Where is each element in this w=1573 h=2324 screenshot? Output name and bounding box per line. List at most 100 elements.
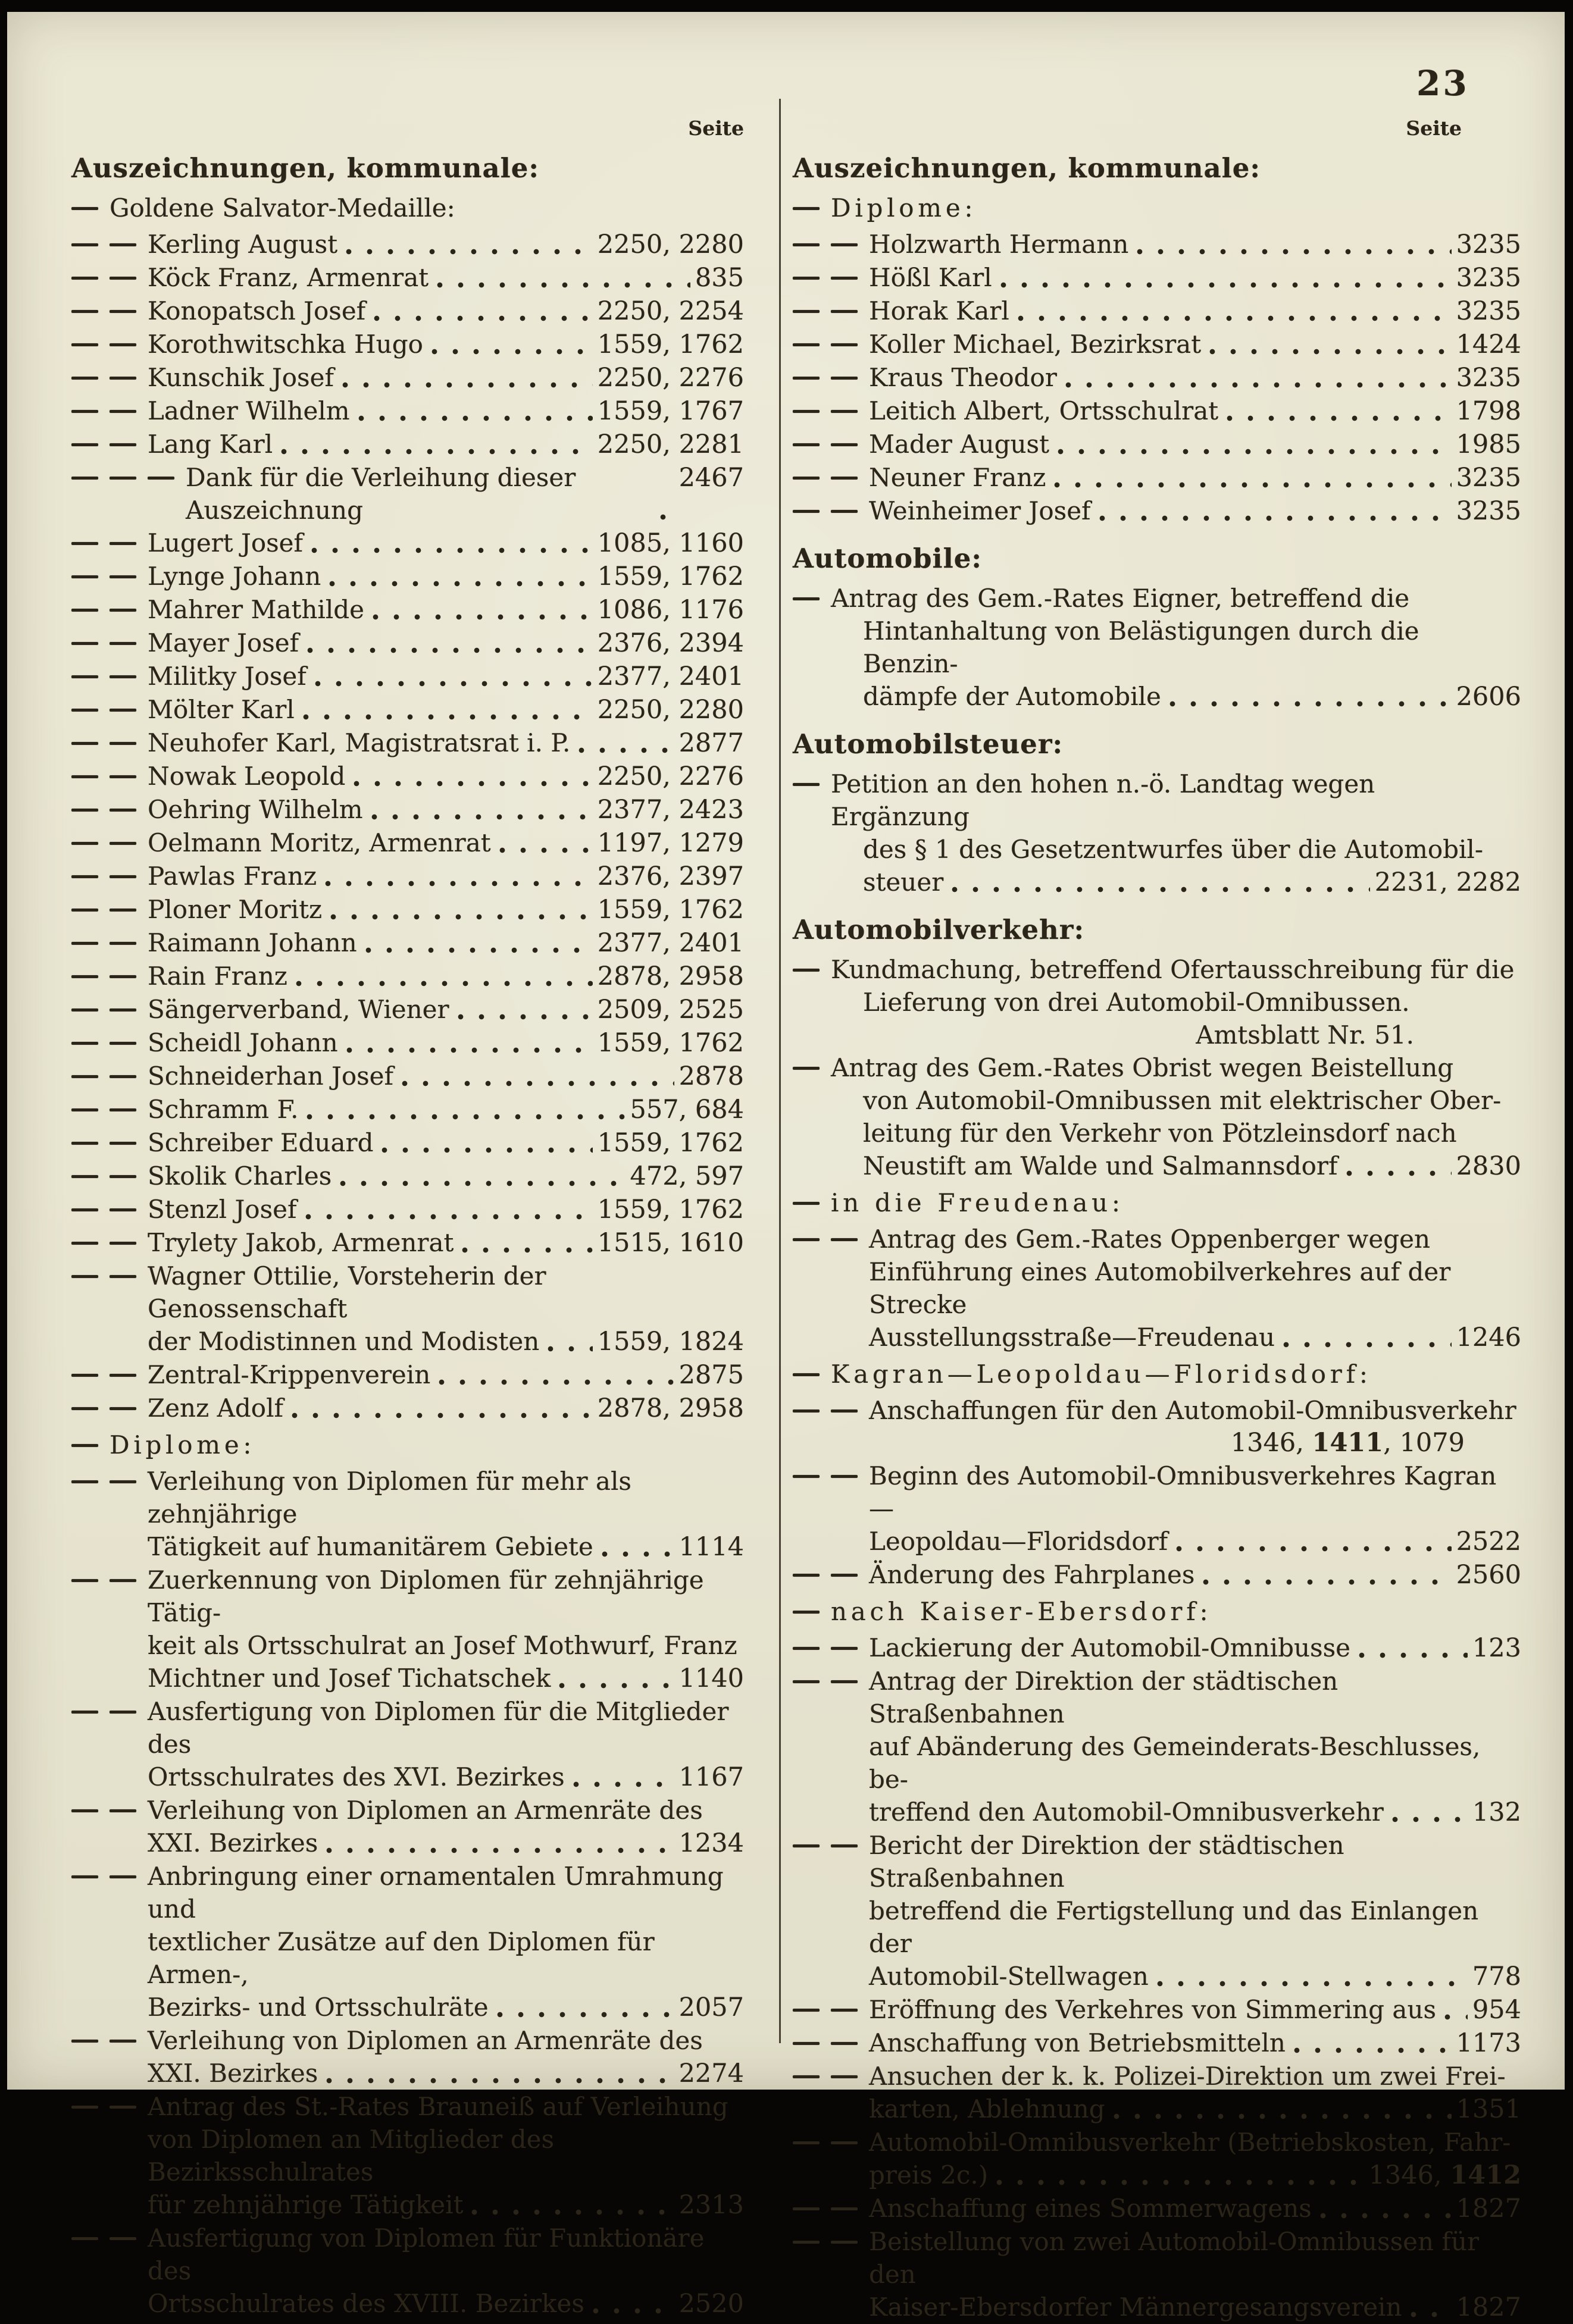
page-numbers: 2606: [1456, 682, 1521, 712]
dash-marker: [71, 1465, 110, 1483]
toc-entry: Skolik Charles 472, 597: [71, 1160, 744, 1193]
dash-marker: [831, 1223, 869, 1241]
dash-marker: [793, 1186, 831, 1205]
dash-marker: [71, 295, 110, 313]
toc-entry: Beginn des Automobil-Omnibusverkehres Ka…: [793, 1459, 1521, 1558]
dot-leader: [499, 847, 593, 854]
entry-text: Oehring Wilhelm: [148, 795, 363, 824]
entry-text: Koller Michael, Bezirksrat: [869, 330, 1202, 359]
entry-text: Antrag des St.-Rates Brauneiß auf Verlei…: [148, 2092, 728, 2121]
dot-leader: [374, 315, 593, 322]
toc-entry-line: karten, Ablehnung 1351: [869, 2093, 1521, 2126]
page-numbers: 1197, 1279: [597, 828, 744, 858]
dash-marker: [793, 582, 831, 600]
dot-leader: [578, 747, 674, 754]
entry-text: Anschaffung eines Sommerwagens: [869, 2194, 1312, 2223]
toc-entry-line: Rain Franz 2878, 2958: [71, 960, 744, 993]
entry-text: Mahrer Mathilde: [148, 595, 365, 624]
toc-entry: Kerling August 2250, 2280: [71, 228, 744, 261]
dot-leader: [952, 886, 1370, 894]
toc-entry: Lugert Josef 1085, 1160: [71, 527, 744, 560]
dash-marker: [831, 1631, 869, 1650]
dash-marker: [110, 993, 148, 1011]
page-numbers: 2377, 2423: [597, 795, 744, 825]
toc-entry-line: Raimann Johann 2377, 2401: [71, 926, 744, 960]
page-numbers: 2522: [1456, 1527, 1521, 1556]
dash-marker: [110, 2090, 148, 2109]
page-numbers: 2250, 2276: [597, 363, 744, 393]
toc-entry-line: betreffend die Fertigstellung und das Ei…: [869, 1894, 1521, 1960]
dot-leader: [1346, 1170, 1452, 1177]
entry-text: Scheidl Johann: [148, 1028, 338, 1057]
toc-entry: Zenz Adolf 2878, 2958: [71, 1392, 744, 1425]
entry-text: Mölter Karl: [148, 695, 295, 724]
toc-entry-line: XXI. Bezirkes 2274: [148, 2057, 744, 2090]
toc-entry: Antrag des Gem.-Rates Obrist wegen Beist…: [793, 1051, 1521, 1183]
dot-leader: [1137, 248, 1452, 256]
dash-marker: [793, 394, 831, 413]
entry-text: Leitich Albert, Ortsschulrat: [869, 396, 1219, 425]
toc-entry-line: treffend den Automobil-Omnibusverkehr 132: [869, 1796, 1521, 1829]
toc-entry-line: Beistellung von zwei Automobil-Omnibusse…: [793, 2225, 1521, 2291]
dash-marker: [71, 1564, 110, 1582]
dot-leader: [373, 613, 593, 621]
entry-text: preis 2c.): [869, 2160, 989, 2190]
page-numbers: 1559, 1824: [597, 1327, 744, 1357]
dash-marker: [71, 1358, 110, 1377]
toc-entry-line: Dank für die Verleihung dieser Auszeichn…: [71, 461, 744, 527]
entry-text: Holzwarth Hermann: [869, 230, 1129, 259]
dot-leader: [365, 947, 593, 954]
toc-entry: Anschaffung eines Sommerwagens 1827: [793, 2192, 1521, 2225]
page-numbers: 1246: [1456, 1323, 1521, 1352]
page-numbers: 2878: [678, 1061, 744, 1091]
dash-marker: [71, 261, 110, 280]
dash-marker: [793, 2126, 831, 2144]
dash-marker: [793, 1665, 831, 1683]
dash-marker: [71, 1226, 110, 1245]
entry-text: Pawlas Franz: [148, 862, 317, 891]
entry-text: Ausfertigung von Diplomen für die Mitgli…: [148, 1697, 729, 1759]
page-numbers: 1346, 1412: [1368, 2160, 1521, 2190]
entry-text: Militky Josef: [148, 662, 307, 691]
dash-marker: [71, 960, 110, 978]
entry-text: Zenz Adolf: [148, 1393, 284, 1423]
entry-text: Neustift am Walde und Salmannsdorf: [863, 1151, 1338, 1180]
dot-leader: [1203, 1578, 1452, 1586]
dash-marker: [793, 192, 831, 210]
dash-marker: [110, 693, 148, 712]
dash-marker: [831, 1665, 869, 1683]
toc-entry-line: Ladner Wilhelm 1559, 1767: [71, 394, 744, 428]
toc-entry-line: Ausfertigung von Diplomen für die Mitgli…: [71, 1695, 744, 1761]
entry-text: für zehnjährige Tätigkeit: [148, 2190, 464, 2219]
toc-entry: Trylety Jakob, Armenrat 1515, 1610: [71, 1226, 744, 1260]
page-numbers: 1167: [678, 1762, 744, 1792]
toc-entry: Antrag des Gem.-Rates Eigner, betreffend…: [793, 582, 1521, 713]
toc-entry-line: textlicher Zusätze auf den Diplomen für …: [148, 1925, 744, 1991]
entry-text: Schreiber Eduard: [148, 1128, 374, 1157]
dash-marker: [110, 394, 148, 413]
dash-marker: [793, 1595, 831, 1614]
sub-header: Diplome:: [71, 1429, 744, 1461]
toc-entry-line: Militky Josef 2377, 2401: [71, 660, 744, 693]
page-numbers: 2250, 2281: [597, 430, 744, 459]
entry-text: Nowak Leopold: [148, 762, 346, 791]
entry-text: Hintanhaltung von Belästigungen durch di…: [863, 616, 1419, 678]
entry-text: Skolik Charles: [148, 1161, 332, 1191]
dash-marker: [110, 860, 148, 878]
page-numbers: 1140: [678, 1664, 744, 1693]
page-numbers: 2878, 2958: [597, 961, 744, 991]
entry-text: Wagner Ottilie, Vorsteherin der Genossen…: [148, 1261, 546, 1323]
amtsblatt-note: Amtsblatt Nr. 51.: [863, 1019, 1521, 1051]
section-header: Auszeichnungen, kommunale:: [71, 152, 540, 184]
dot-leader: [340, 1180, 626, 1188]
page-numbers: 1086, 1176: [597, 595, 744, 625]
dot-leader: [659, 513, 674, 521]
toc-entry-line: Antrag der Direktion der städtischen Str…: [793, 1665, 1521, 1730]
toc-entry-line: Korothwitschka Hugo 1559, 1762: [71, 328, 744, 361]
toc-entry: Automobil-Omnibusverkehr (Betriebskosten…: [793, 2126, 1521, 2192]
toc-entry: Sängerverband, Wiener 2509, 2525: [71, 993, 744, 1026]
toc-entry-line: Anbringung einer ornamentalen Umrahmung …: [71, 1860, 744, 1925]
toc-entry: Eröffnung des Verkehres von Simmering au…: [793, 1993, 1521, 2027]
dash-marker: [793, 1051, 831, 1070]
toc-entry-line: Leitich Albert, Ortsschulrat 1798: [793, 394, 1521, 428]
